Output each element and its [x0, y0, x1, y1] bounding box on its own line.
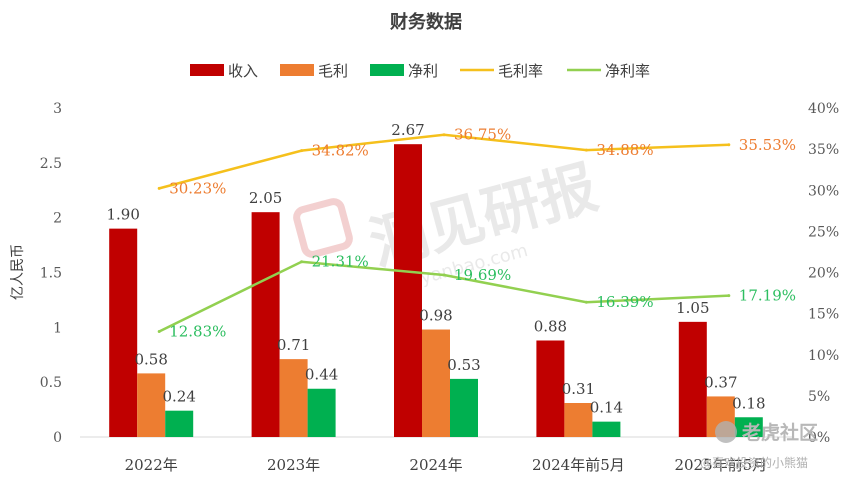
y2-tick-label: 40% [808, 101, 839, 117]
y-axis-ticks: 0 0.5 1 1.5 2 2.5 3 [40, 101, 62, 446]
bar-value-label: 2.05 [249, 189, 282, 207]
bar-value-label: 0.44 [305, 366, 338, 384]
line-value-label: 16.39% [596, 293, 653, 311]
data-labels: 1.90 2.05 2.67 0.88 1.05 0.58 0.71 0.98 0.31 0.37… [106, 121, 796, 416]
y2-axis-ticks: 0% 5% 10% 15% 20% 25% 30% 35% 40% [808, 101, 839, 446]
y-tick-label: 2.5 [40, 156, 62, 172]
y-tick-label: 0 [53, 430, 62, 446]
line-point [300, 149, 304, 153]
bars [109, 144, 763, 437]
line-value-label: 34.82% [312, 142, 369, 160]
bar [394, 144, 422, 437]
line-value-label: 35.53% [739, 136, 796, 154]
tiger-icon [715, 421, 737, 443]
x-tick-label: 2022年 [125, 456, 178, 474]
y-tick-label: 1.5 [40, 266, 62, 282]
bar-value-label: 0.71 [277, 336, 310, 354]
line-point [300, 260, 304, 264]
line-value-label: 17.19% [739, 287, 796, 305]
legend-swatch [190, 64, 224, 76]
bar-value-label: 2.67 [391, 121, 424, 139]
y-tick-label: 2 [53, 211, 62, 227]
y2-tick-label: 30% [808, 183, 839, 199]
legend-label: 毛利率 [498, 62, 543, 80]
line-value-label: 30.23% [169, 179, 226, 197]
watermark-logo: 洞见研报 DJyanbao.com [293, 153, 604, 294]
legend-swatch [370, 64, 404, 76]
line-value-label: 36.75% [454, 126, 511, 144]
bar-value-label: 1.90 [106, 206, 139, 224]
line-value-label: 34.88% [596, 141, 653, 159]
y2-tick-label: 20% [808, 266, 839, 282]
bar-value-label: 0.31 [562, 380, 595, 398]
bar-value-label: 0.58 [134, 350, 167, 368]
x-tick-label: 2023年 [267, 456, 320, 474]
line-point [157, 186, 161, 190]
x-tick-label: 2024年前5月 [532, 456, 625, 474]
bar [251, 212, 280, 437]
corner-watermark-text: 老虎社区 [742, 421, 818, 444]
bar-value-label: 0.14 [590, 399, 623, 417]
y2-tick-label: 10% [808, 348, 839, 364]
bar [109, 228, 138, 437]
x-tick-label: 2024年 [409, 456, 462, 474]
bar-value-label: 0.88 [534, 317, 567, 335]
bar [734, 417, 763, 437]
x-tick-label: 2025年前5月 [674, 456, 767, 474]
y2-tick-label: 5% [808, 389, 830, 405]
line-value-label: 21.31% [312, 253, 369, 271]
bar-value-label: 0.37 [704, 373, 737, 391]
bar [564, 403, 593, 437]
legend-label: 毛利 [318, 62, 348, 80]
chart-title: 财务数据 [390, 11, 462, 33]
line-point [442, 273, 446, 277]
legend-label: 净利 [408, 62, 438, 80]
bar [592, 421, 621, 437]
corner-watermark: 老虎社区 @喜欢投资的小熊猫 [700, 421, 818, 470]
y-tick-label: 1 [53, 320, 62, 336]
bar [678, 321, 707, 437]
legend-label: 净利率 [605, 62, 650, 80]
y2-tick-label: 25% [808, 224, 839, 240]
legend-swatch [280, 64, 314, 76]
bar [279, 359, 308, 437]
bar-value-label: 0.18 [732, 394, 765, 412]
y2-tick-label: 0% [808, 430, 830, 446]
bar [165, 410, 194, 437]
line-value-label: 12.83% [169, 322, 226, 340]
line-point [727, 294, 731, 298]
bar-value-label: 1.05 [676, 299, 709, 317]
line-point [584, 148, 588, 152]
y2-tick-label: 35% [808, 142, 839, 158]
bar-value-label: 0.98 [419, 307, 452, 325]
line-point [727, 143, 731, 147]
y-axis-label: 亿人民币 [10, 244, 26, 300]
x-axis-ticks: 2022年 2023年 2024年 2024年前5月 2025年前5月 [125, 456, 768, 474]
line-point [157, 329, 161, 333]
lines [157, 133, 731, 333]
bar [422, 329, 450, 437]
legend: 收入 毛利 净利 毛利率 净利率 [190, 62, 650, 80]
line-value-label: 19.69% [454, 266, 511, 284]
y-tick-label: 0.5 [40, 375, 62, 391]
bar-value-label: 0.24 [162, 388, 195, 406]
bar [137, 373, 166, 437]
bar [450, 378, 478, 437]
line-point [442, 133, 446, 137]
line-point [584, 300, 588, 304]
corner-watermark-subtext: @喜欢投资的小熊猫 [700, 455, 808, 470]
bar [307, 388, 336, 437]
y2-tick-label: 15% [808, 307, 839, 323]
legend-label: 收入 [228, 62, 258, 80]
bar [536, 340, 565, 437]
bar-value-label: 0.53 [447, 356, 480, 374]
y-tick-label: 3 [53, 101, 62, 117]
